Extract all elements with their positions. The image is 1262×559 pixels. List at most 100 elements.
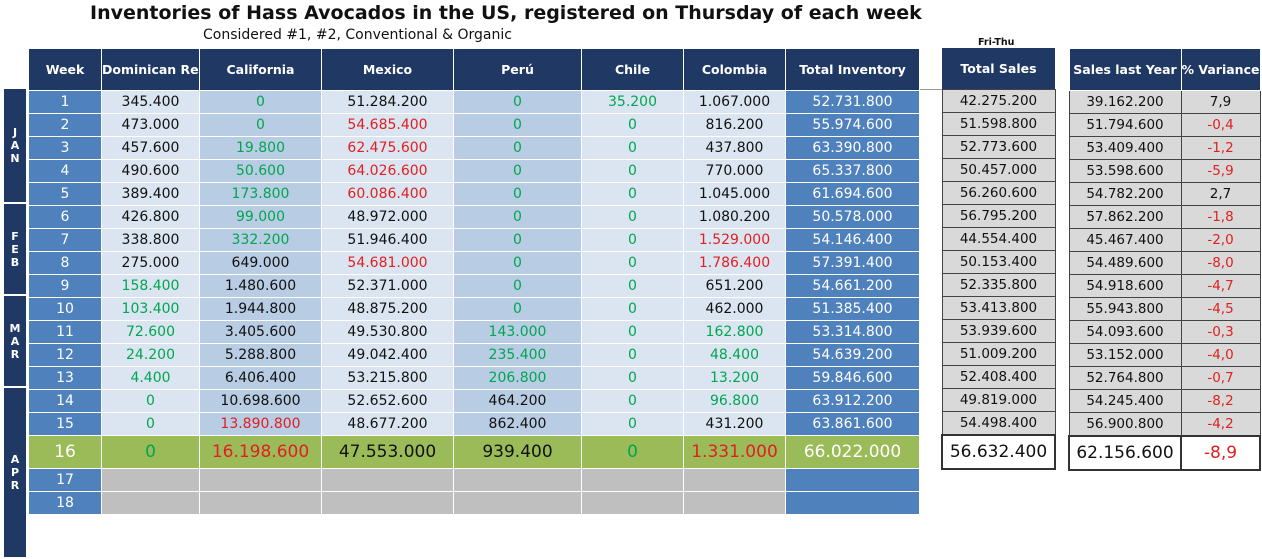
- cell-variance: -5,9: [1180, 159, 1261, 183]
- cell-week: 4: [28, 159, 102, 183]
- cell-sales: 56.632.400: [941, 434, 1056, 470]
- table-row: 51.794.600 -0,4: [1068, 113, 1261, 137]
- cell-california: 173.800: [199, 182, 322, 206]
- inventory-table: Week Dominican Rep California Mexico Per…: [28, 48, 920, 515]
- cell-sales: 54.498.400: [941, 411, 1056, 436]
- cell-chile: 0: [581, 389, 684, 413]
- cell-california: 1.944.800: [199, 297, 322, 321]
- cell-california: 649.000: [199, 251, 322, 275]
- month-letter: A: [10, 334, 20, 348]
- col-header-dominican: Dominican Rep: [101, 48, 200, 91]
- table-row: 52.764.800 -0,7: [1068, 366, 1261, 390]
- table-row: 54.782.200 2,7: [1068, 182, 1261, 206]
- month-letter: B: [10, 255, 20, 269]
- table-row: 55.943.800 -4,5: [1068, 297, 1261, 321]
- table-row: 2 473.000 0 54.685.400 0 0 816.200 55.974.600: [28, 113, 920, 137]
- cell-peru: 143.000: [453, 320, 582, 344]
- table-row: 56.900.800 -4,2: [1068, 412, 1261, 437]
- cell-sales: 50.457.000: [941, 158, 1056, 182]
- cell-peru: 464.200: [453, 389, 582, 413]
- month-letter: R: [10, 347, 20, 361]
- cell-total: 59.846.600: [785, 366, 920, 390]
- cell-dominican: 0: [101, 412, 200, 436]
- cell-variance: -4,5: [1180, 297, 1261, 321]
- month-letter: J: [12, 126, 18, 139]
- col-header-chile: Chile: [581, 48, 684, 91]
- cell-peru: [453, 468, 582, 492]
- cell-variance: -4,2: [1180, 412, 1261, 437]
- cell-mexico: 54.681.000: [321, 251, 454, 275]
- cell-week: 10: [28, 297, 102, 321]
- cell-dominican: 0: [101, 435, 200, 469]
- cell-week: 14: [28, 389, 102, 413]
- cell-dominican: 345.400: [101, 90, 200, 114]
- cell-week: 7: [28, 228, 102, 252]
- cell-colombia: 437.800: [683, 136, 786, 160]
- cell-california: 3.405.600: [199, 320, 322, 344]
- cell-variance: -4,7: [1180, 274, 1261, 298]
- cell-sales: 52.408.400: [941, 365, 1056, 389]
- cell-mexico: 54.685.400: [321, 113, 454, 137]
- cell-colombia: [683, 491, 786, 515]
- cell-sales: 42.275.200: [941, 89, 1056, 113]
- table-row: 54.489.600 -8,0: [1068, 251, 1261, 275]
- cell-last-year: 54.782.200: [1068, 182, 1182, 206]
- cell-colombia: [683, 468, 786, 492]
- cell-peru: 0: [453, 297, 582, 321]
- cell-colombia: 1.529.000: [683, 228, 786, 252]
- table-row: 49.819.000: [941, 388, 1056, 412]
- cell-total: 54.639.200: [785, 343, 920, 367]
- table-row: 52.773.600: [941, 135, 1056, 159]
- cell-chile: [581, 468, 684, 492]
- cell-peru: 0: [453, 228, 582, 252]
- cell-colombia: 1.067.000: [683, 90, 786, 114]
- cell-mexico: 48.677.200: [321, 412, 454, 436]
- table-row: 9 158.400 1.480.600 52.371.000 0 0 651.200 54.6…: [28, 274, 920, 298]
- cell-peru: 862.400: [453, 412, 582, 436]
- cell-total: [785, 468, 920, 492]
- cell-chile: 0: [581, 320, 684, 344]
- cell-last-year: 54.918.600: [1068, 274, 1182, 298]
- cell-total: 66.022.000: [785, 435, 920, 469]
- cell-mexico: 60.086.400: [321, 182, 454, 206]
- table-row: 54.245.400 -8,2: [1068, 389, 1261, 413]
- cell-variance: -8,2: [1180, 389, 1261, 413]
- cell-colombia: 431.200: [683, 412, 786, 436]
- table-row: 54.093.600 -0,3: [1068, 320, 1261, 344]
- cell-dominican: 24.200: [101, 343, 200, 367]
- cell-california: 10.698.600: [199, 389, 322, 413]
- cell-mexico: 51.284.200: [321, 90, 454, 114]
- cell-colombia: 96.800: [683, 389, 786, 413]
- table-row: 4 490.600 50.600 64.026.600 0 0 770.000 65.337.…: [28, 159, 920, 183]
- cell-total: 55.974.600: [785, 113, 920, 137]
- month-letter: M: [9, 321, 21, 335]
- month-letter: E: [11, 242, 19, 256]
- month-letter: A: [10, 139, 20, 152]
- cell-sales: 51.598.800: [941, 112, 1056, 136]
- month-letter: A: [10, 453, 20, 466]
- cell-total: 61.694.600: [785, 182, 920, 206]
- table-row: 53.152.000 -4,0: [1068, 343, 1261, 367]
- cell-sales: 53.939.600: [941, 319, 1056, 343]
- cell-sales: 53.413.800: [941, 296, 1056, 320]
- table-row: 62.156.600 -8,9: [1068, 435, 1261, 471]
- cell-california: 1.480.600: [199, 274, 322, 298]
- cell-dominican: 103.400: [101, 297, 200, 321]
- table-row: 56.795.200: [941, 204, 1056, 228]
- table-row: 54.918.600 -4,7: [1068, 274, 1261, 298]
- table-row: 56.260.600: [941, 181, 1056, 205]
- cell-dominican: 72.600: [101, 320, 200, 344]
- cell-peru: 939.400: [453, 435, 582, 469]
- table-row: 44.554.400: [941, 227, 1056, 251]
- cell-mexico: [321, 468, 454, 492]
- cell-variance: -0,3: [1180, 320, 1261, 344]
- cell-dominican: 473.000: [101, 113, 200, 137]
- cell-week: 12: [28, 343, 102, 367]
- cell-mexico: 48.875.200: [321, 297, 454, 321]
- cell-variance: 2,7: [1180, 182, 1261, 206]
- cell-peru: 0: [453, 159, 582, 183]
- cell-week: 9: [28, 274, 102, 298]
- cell-dominican: 426.800: [101, 205, 200, 229]
